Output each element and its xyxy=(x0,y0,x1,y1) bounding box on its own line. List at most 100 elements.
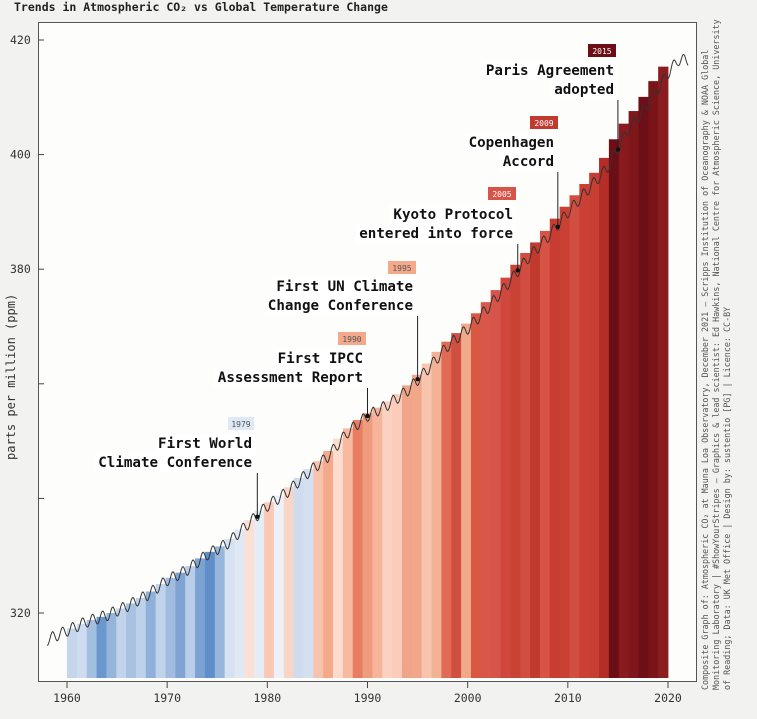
stripe-1985 xyxy=(313,461,324,678)
stripe-1963 xyxy=(96,616,107,678)
stripe-1996 xyxy=(421,363,432,678)
annotation-text-2005-1: entered into force xyxy=(359,226,513,242)
stripe-2010 xyxy=(559,206,570,679)
annotation-text-bg-1995-1 xyxy=(263,296,416,315)
stripe-1961 xyxy=(76,623,88,678)
stripe-1981 xyxy=(273,495,285,678)
stripe-1987 xyxy=(333,438,344,678)
annotation-badge-label-2005: 2005 xyxy=(492,190,511,199)
stripe-1998 xyxy=(441,341,452,678)
stripe-1979 xyxy=(254,510,265,678)
annotation-text-2015-0: Paris Agreement xyxy=(486,63,614,79)
x-tick-label-1970: 1970 xyxy=(153,691,181,705)
stripe-2006 xyxy=(520,253,531,678)
annotation-dot-2009 xyxy=(555,224,561,229)
annotation-text-bg-2015-0 xyxy=(482,61,617,80)
y-tick-label-400: 400 xyxy=(10,148,31,162)
stripe-1997 xyxy=(431,351,442,678)
stripe-2012 xyxy=(579,183,590,678)
annotation-text-bg-1979-1 xyxy=(94,453,255,472)
stripe-1973 xyxy=(195,558,206,678)
annotation-badge-2005 xyxy=(488,187,516,200)
annotation-text-bg-2015-1 xyxy=(550,80,617,99)
annotation-badge-1979 xyxy=(228,417,254,430)
x-tick-label-2000: 2000 xyxy=(454,691,482,705)
stripe-1969 xyxy=(155,584,166,678)
stripe-1967 xyxy=(135,597,147,678)
stripe-1965 xyxy=(116,608,127,678)
stripe-1988 xyxy=(342,428,354,678)
stripe-1993 xyxy=(392,394,403,678)
annotation-badge-label-2009: 2009 xyxy=(534,119,553,128)
annotation-text-1990-0: First IPCC xyxy=(278,351,363,367)
stripe-2000 xyxy=(461,323,472,678)
stripe-1980 xyxy=(264,502,275,678)
annotation-text-1995-1: Change Conference xyxy=(268,298,413,314)
stripe-2015 xyxy=(608,139,620,678)
stripe-2002 xyxy=(480,302,492,678)
stripe-1999 xyxy=(451,333,462,678)
y-tick-label-320: 320 xyxy=(10,606,31,620)
stripe-1984 xyxy=(303,469,314,678)
annotation-text-bg-2005-1 xyxy=(355,224,516,243)
annotation-dot-1990 xyxy=(365,413,370,419)
annotation-badge-2015 xyxy=(588,44,616,57)
stripe-1971 xyxy=(175,572,186,678)
stripe-1983 xyxy=(293,477,304,678)
stripe-1966 xyxy=(126,603,137,678)
stripe-2020 xyxy=(658,66,669,678)
chart-title: Trends in Atmospheric CO₂ vs Global Temp… xyxy=(14,0,388,14)
annotation-text-2005-0: Kyoto Protocol xyxy=(393,207,513,223)
annotation-text-1990-1: Assessment Report xyxy=(218,370,363,386)
stripe-2014 xyxy=(599,157,610,678)
stripe-2019 xyxy=(648,81,659,679)
stripe-1960 xyxy=(67,628,78,678)
stripe-1977 xyxy=(234,529,245,678)
annotation-text-bg-1990-0 xyxy=(274,349,366,368)
annotation-badge-1990 xyxy=(338,332,366,345)
stripe-2005 xyxy=(510,264,521,678)
annotation-dot-2005 xyxy=(515,268,520,273)
annotation-text-2009-1: Accord xyxy=(503,154,554,170)
annotation-badge-label-1979: 1979 xyxy=(231,420,250,429)
stripe-1975 xyxy=(214,546,226,678)
annotation-text-bg-2009-1 xyxy=(499,152,557,171)
x-tick-label-1990: 1990 xyxy=(354,691,382,705)
stripe-1964 xyxy=(106,613,117,678)
stripe-1976 xyxy=(224,538,235,678)
stripe-2013 xyxy=(589,172,600,679)
annotation-text-1979-1: Climate Conference xyxy=(98,455,252,471)
annotation-dot-1979 xyxy=(255,514,260,519)
stripe-2001 xyxy=(470,313,482,678)
stripe-2009 xyxy=(549,218,561,678)
co2-line xyxy=(46,53,689,646)
annotation-badge-label-1995: 1995 xyxy=(392,264,411,273)
annotation-text-bg-2009-0 xyxy=(465,133,557,152)
stripe-1994 xyxy=(401,385,413,678)
annotation-dot-2015 xyxy=(615,147,621,152)
stripe-2018 xyxy=(638,96,649,679)
stripe-1970 xyxy=(165,577,176,678)
annotation-text-bg-1990-1 xyxy=(213,368,366,387)
annotation-text-bg-1979-0 xyxy=(154,434,255,453)
stripe-1968 xyxy=(145,591,157,678)
stripe-1989 xyxy=(352,420,363,678)
y-tick-label-380: 380 xyxy=(10,262,31,276)
annotation-text-bg-2005-0 xyxy=(389,205,516,224)
x-tick-label-1960: 1960 xyxy=(53,691,81,705)
stripe-2004 xyxy=(500,277,511,678)
stripe-2007 xyxy=(530,242,541,678)
annotation-text-1979-0: First World xyxy=(158,436,252,452)
annotation-dot-1995 xyxy=(415,377,420,382)
stripe-2011 xyxy=(569,195,580,678)
stripe-1986 xyxy=(323,450,334,678)
annotation-text-bg-1995-0 xyxy=(272,277,416,296)
x-tick-label-2020: 2020 xyxy=(654,691,682,705)
annotation-badge-1995 xyxy=(388,261,416,274)
annotation-badge-label-2015: 2015 xyxy=(592,47,611,56)
annotation-text-2009-0: Copenhagen xyxy=(469,135,554,151)
y-tick-label-420: 420 xyxy=(10,33,31,47)
stripe-1991 xyxy=(372,407,383,678)
stripe-1992 xyxy=(382,401,393,678)
